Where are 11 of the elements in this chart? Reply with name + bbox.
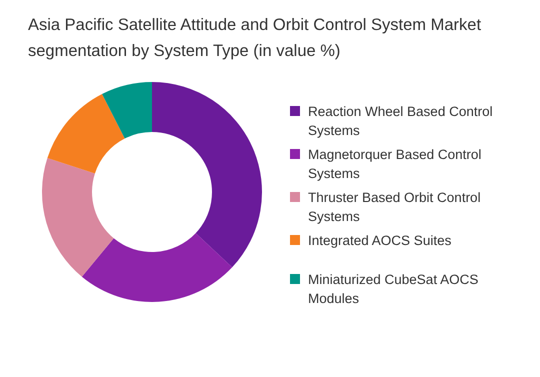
legend-label: Reaction Wheel Based Control Systems [308,103,494,140]
donut-slice [152,82,262,268]
legend-label: Integrated AOCS Suites [308,232,452,250]
legend-label: Miniaturized CubeSat AOCS Modules [308,271,480,308]
donut-slice [47,94,125,174]
donut-slice [82,233,232,302]
legend-label: Thruster Based Orbit Control Systems [308,189,482,226]
legend-label: Magnetorquer Based Control Systems [308,146,482,183]
chart-title: Asia Pacific Satellite Attitude and Orbit Control System Market segmentation by System Type (in value %) [28,15,482,62]
donut-slice [102,82,152,139]
donut-slice [42,158,114,277]
